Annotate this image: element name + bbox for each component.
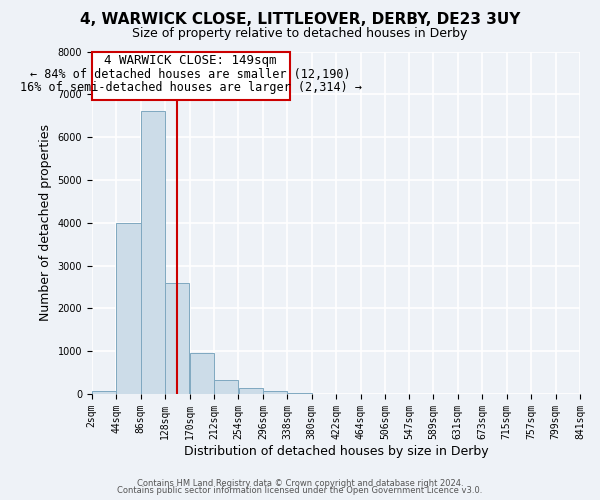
Y-axis label: Number of detached properties: Number of detached properties xyxy=(39,124,52,321)
Bar xyxy=(190,354,214,394)
Text: Contains public sector information licensed under the Open Government Licence v3: Contains public sector information licen… xyxy=(118,486,482,495)
Bar xyxy=(165,282,190,394)
Bar xyxy=(141,112,165,394)
Text: 16% of semi-detached houses are larger (2,314) →: 16% of semi-detached houses are larger (… xyxy=(20,82,362,94)
Text: 4 WARWICK CLOSE: 149sqm: 4 WARWICK CLOSE: 149sqm xyxy=(104,54,277,67)
Bar xyxy=(239,388,263,394)
Bar xyxy=(116,222,140,394)
Bar xyxy=(214,380,238,394)
Text: ← 84% of detached houses are smaller (12,190): ← 84% of detached houses are smaller (12… xyxy=(31,68,351,80)
Text: Contains HM Land Registry data © Crown copyright and database right 2024.: Contains HM Land Registry data © Crown c… xyxy=(137,478,463,488)
Bar xyxy=(92,392,116,394)
X-axis label: Distribution of detached houses by size in Derby: Distribution of detached houses by size … xyxy=(184,444,488,458)
Text: 4, WARWICK CLOSE, LITTLEOVER, DERBY, DE23 3UY: 4, WARWICK CLOSE, LITTLEOVER, DERBY, DE2… xyxy=(80,12,520,28)
Bar xyxy=(287,392,311,394)
Bar xyxy=(263,391,287,394)
FancyBboxPatch shape xyxy=(92,52,290,100)
Text: Size of property relative to detached houses in Derby: Size of property relative to detached ho… xyxy=(133,28,467,40)
